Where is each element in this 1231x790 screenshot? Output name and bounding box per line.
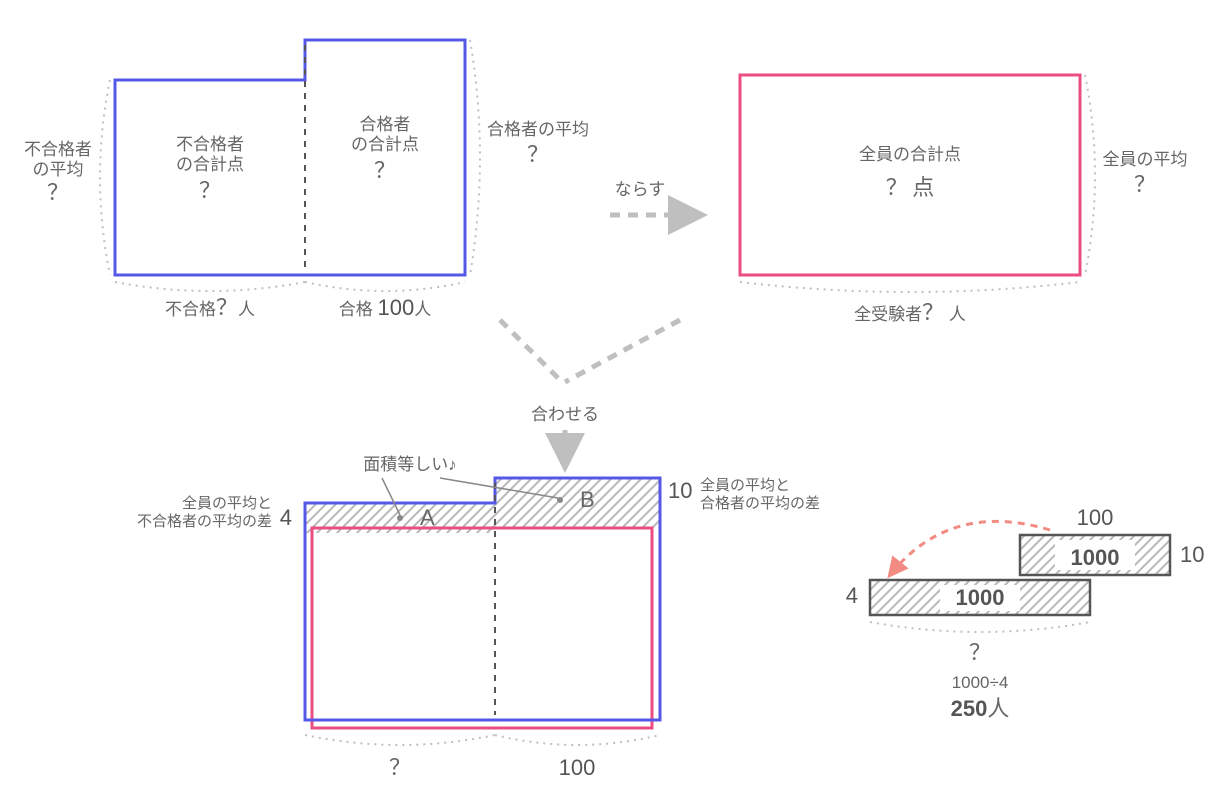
bottom-box-width-q: ？ xyxy=(969,640,991,665)
fail-total-label1: 不合格者 xyxy=(176,135,244,154)
region-a: A xyxy=(420,505,435,530)
pass-total-label1: 合格者 xyxy=(360,115,411,134)
top-box-area: 1000 xyxy=(1071,545,1120,570)
fail-total-q: ？ xyxy=(199,178,221,203)
result-val: 250 xyxy=(951,696,988,721)
fail-count-q: ？ xyxy=(216,295,238,320)
arrow-right-label: ならす xyxy=(615,180,666,199)
total-score-unit: 点 xyxy=(912,175,934,200)
pass-total-q: ？ xyxy=(374,158,396,183)
bottom-box-area: 1000 xyxy=(956,585,1005,610)
diff-fail-val: 4 xyxy=(280,505,292,530)
top-left-shape: 不合格者 の平均 ？ 不合格者 の合計点 ？ 合格者 の合計点 ？ 合格者の平均… xyxy=(24,40,589,320)
bottom-left-shape: A B 面積等しい♪ 4 全員の平均と 不合格者の平均の差 10 全員の平均と … xyxy=(137,455,820,780)
diff-fail-label1: 全員の平均と xyxy=(182,494,272,512)
svg-text:全受験者？ 人: 全受験者？ 人 xyxy=(854,300,966,325)
diff-pass-val: 10 xyxy=(668,478,692,503)
pass-avg-label: 合格者の平均 xyxy=(487,120,589,139)
arrow-down: 合わせる xyxy=(500,320,680,465)
diff-pass-label1: 全員の平均と xyxy=(700,476,790,494)
bottom-box-height: 4 xyxy=(846,583,858,608)
width-right-val: 100 xyxy=(559,755,596,780)
arrow-right: ならす xyxy=(610,180,700,215)
all-avg-q: ？ xyxy=(1134,172,1156,197)
all-count-q: ？ xyxy=(922,300,944,325)
all-count-label: 全受験者 xyxy=(854,305,922,324)
total-score-label: 全員の合計点 xyxy=(859,145,961,164)
fail-count-label: 不合格 xyxy=(165,300,216,319)
pass-avg-q: ？ xyxy=(527,142,549,167)
pass-count-label: 合格 xyxy=(339,300,373,319)
diagram-root: 不合格者 の平均 ？ 不合格者 の合計点 ？ 合格者 の合計点 ？ 合格者の平均… xyxy=(0,0,1231,790)
fail-total-label2: の合計点 xyxy=(176,155,244,174)
top-box-height: 10 xyxy=(1180,542,1204,567)
svg-text:？ 点: ？ 点 xyxy=(886,175,934,200)
width-left-q: ？ xyxy=(389,755,411,780)
fail-avg-label2: の平均 xyxy=(33,160,84,179)
top-box-width: 100 xyxy=(1077,505,1114,530)
bottom-right-boxes: 100 10 1000 4 1000 ？ 1000÷4 250人 xyxy=(846,505,1205,721)
svg-text:不合格？人: 不合格？人 xyxy=(165,295,255,320)
svg-text:合格 100人: 合格 100人 xyxy=(339,295,431,320)
svg-text:250人: 250人 xyxy=(951,696,1010,721)
pass-count-val: 100 xyxy=(378,295,415,320)
fail-avg-q: ？ xyxy=(47,180,69,205)
pass-count-unit: 人 xyxy=(414,300,431,319)
pass-total-label2: の合計点 xyxy=(351,135,419,154)
calc-text: 1000÷4 xyxy=(952,673,1009,692)
fail-count-unit: 人 xyxy=(238,300,255,319)
total-score-q: ？ xyxy=(886,175,908,200)
arrow-down-label: 合わせる xyxy=(531,405,599,424)
diff-fail-label2: 不合格者の平均の差 xyxy=(137,513,272,530)
top-right-shape: 全員の合計点 ？ 点 全員の平均 ？ 全受験者？ 人 xyxy=(740,75,1188,325)
region-b: B xyxy=(580,487,595,512)
diff-pass-label2: 合格者の平均の差 xyxy=(700,495,820,512)
all-avg-label: 全員の平均 xyxy=(1103,150,1188,169)
all-count-unit: 人 xyxy=(949,305,966,324)
result-unit: 人 xyxy=(987,696,1009,721)
equal-area-label: 面積等しい♪ xyxy=(363,455,457,474)
fail-avg-label1: 不合格者 xyxy=(24,140,92,159)
